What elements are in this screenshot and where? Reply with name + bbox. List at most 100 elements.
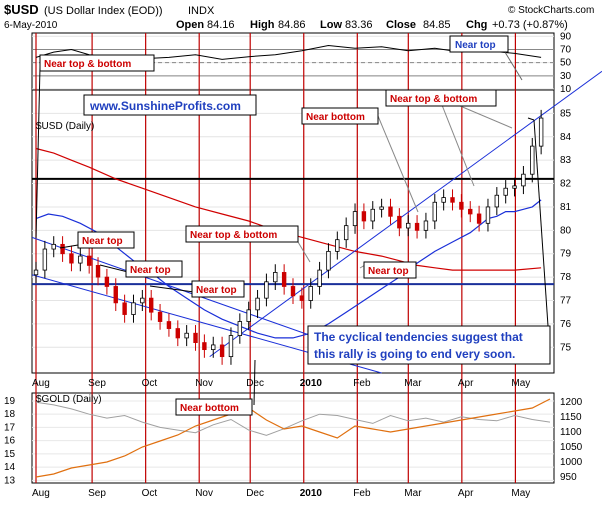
candle-body xyxy=(184,332,189,339)
x-tick-label: May xyxy=(511,378,530,389)
candle-body xyxy=(512,185,517,189)
x-tick-label: Dec xyxy=(246,378,264,389)
ma-200-line xyxy=(35,147,542,271)
candle-body xyxy=(432,201,437,222)
x-tick-label-bottom: 2010 xyxy=(300,488,323,499)
candle-body xyxy=(361,211,367,222)
candle-body xyxy=(104,276,110,287)
gold-left-tick-label: 16 xyxy=(4,436,16,447)
gold-left-tick-label: 13 xyxy=(4,475,16,486)
chg-value: +0.73 (+0.87%) xyxy=(492,19,568,31)
rsi-tick-label: 30 xyxy=(560,71,572,82)
exchange-label: INDX xyxy=(188,5,215,17)
candle-body xyxy=(299,295,305,301)
x-tick-label-bottom: Aug xyxy=(32,488,50,499)
symbol-title: $USD xyxy=(4,2,39,17)
high-label: High xyxy=(250,19,275,31)
annotation-near-top-bottom-dec: Near top & bottom xyxy=(185,225,311,263)
open-value: 84.16 xyxy=(207,19,235,31)
candle-body xyxy=(476,213,482,224)
x-tick-label-bottom: May xyxy=(511,488,530,499)
gold-line xyxy=(35,398,551,478)
candle-body xyxy=(317,269,322,287)
candle-body xyxy=(237,321,243,336)
gold-left-tick-label: 14 xyxy=(4,462,16,473)
x-tick-label-bottom: Oct xyxy=(142,488,158,499)
price-tick-label: 79 xyxy=(560,249,572,260)
candle-body xyxy=(441,197,446,203)
candle-body xyxy=(228,335,234,358)
candle-body xyxy=(264,281,269,299)
symbol-description: (US Dollar Index (EOD)) xyxy=(44,5,163,17)
candle-body xyxy=(193,332,198,343)
candle-body xyxy=(255,297,260,311)
candle-body xyxy=(95,265,101,278)
commentary-line-2: this rally is going to end very soon. xyxy=(314,347,515,361)
candle-body xyxy=(450,197,455,203)
x-tick-label: Aug xyxy=(32,378,50,389)
svg-text:Near top: Near top xyxy=(196,285,237,296)
price-tick-label: 82 xyxy=(560,179,572,190)
candle-body xyxy=(42,248,48,271)
x-tick-label-bottom: Nov xyxy=(195,488,213,499)
annotation-near-bottom-feb: Near bottom xyxy=(301,107,419,213)
candle-body xyxy=(60,243,65,255)
gold-left-tick-label: 19 xyxy=(4,396,16,407)
x-tick-label: 2010 xyxy=(300,378,323,389)
svg-text:Near top: Near top xyxy=(455,40,496,51)
candle-body xyxy=(414,222,420,231)
gold-right-tick-label: 1000 xyxy=(560,457,583,468)
website-label: www.SunshineProfits.com xyxy=(89,99,241,113)
price-series xyxy=(31,70,602,374)
gold-series xyxy=(35,398,551,478)
candle-body xyxy=(343,225,349,241)
candle-body xyxy=(379,206,384,210)
svg-text:Near top: Near top xyxy=(82,236,123,247)
svg-text:Near bottom: Near bottom xyxy=(306,112,365,123)
price-tick-label: 77 xyxy=(560,295,572,306)
x-tick-label: Oct xyxy=(142,378,158,389)
x-tick-label: Mar xyxy=(404,378,422,389)
chart-header: $USD (US Dollar Index (EOD)) INDX © Stoc… xyxy=(4,2,594,31)
price-tick-label: 75 xyxy=(560,342,572,353)
gold-series-label: $GOLD (Daily) xyxy=(36,394,102,405)
annotation-near-top-sep: Near top xyxy=(99,260,183,278)
candle-body xyxy=(485,206,491,224)
quote-bar: Open 84.16 High 84.86 Low 83.36 Close 84… xyxy=(176,19,568,31)
candle-body xyxy=(140,297,145,304)
candle-body xyxy=(69,253,74,264)
candle-body xyxy=(530,145,535,175)
candle-body xyxy=(122,302,127,315)
x-tick-label: Sep xyxy=(88,378,106,389)
svg-text:Near top & bottom: Near top & bottom xyxy=(190,230,277,241)
candle-body xyxy=(113,286,118,304)
price-tick-label: 76 xyxy=(560,319,572,330)
candle-body xyxy=(406,222,411,229)
price-tick-label: 78 xyxy=(560,272,572,283)
candle-body xyxy=(51,243,56,250)
rsi-tick-label: 50 xyxy=(560,58,572,69)
rsi-tick-label: 70 xyxy=(560,44,572,55)
candle-body xyxy=(202,342,207,351)
gold-panel-frame xyxy=(31,392,555,484)
annotation-near-top-bottom-rsi: Near top & bottom xyxy=(35,54,155,239)
price-tick-label: 81 xyxy=(560,202,572,213)
price-tick-label: 84 xyxy=(560,132,572,143)
close-label: Close xyxy=(386,19,416,31)
price-tick-label: 83 xyxy=(560,155,572,166)
trendline-rising xyxy=(209,70,602,358)
website-box: www.SunshineProfits.com xyxy=(83,94,257,116)
annotation-near-top-aug: Near top xyxy=(59,231,135,249)
gold-right-tick-label: 1200 xyxy=(560,397,583,408)
candle-body xyxy=(494,194,500,208)
candle-body xyxy=(281,272,287,287)
chg-label: Chg xyxy=(466,19,487,31)
brand-label: © StockCharts.com xyxy=(508,5,594,16)
x-tick-label: Apr xyxy=(458,378,474,389)
candle-body xyxy=(503,187,508,196)
candle-body xyxy=(521,173,526,187)
svg-text:Near bottom: Near bottom xyxy=(180,403,239,414)
candle-body xyxy=(397,215,402,229)
